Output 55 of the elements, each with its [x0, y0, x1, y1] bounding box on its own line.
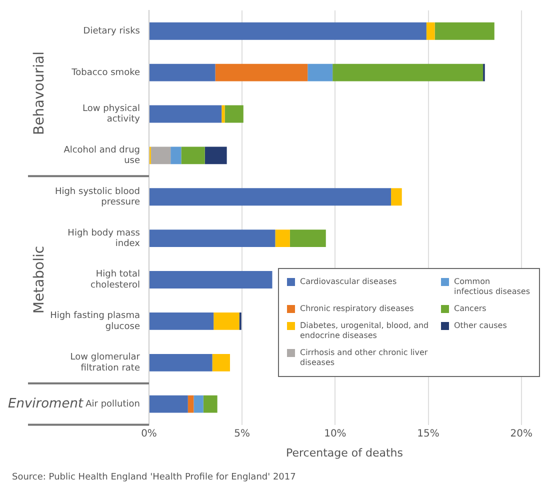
bar	[150, 312, 214, 330]
bar	[332, 64, 484, 82]
x-tick-label: 5%	[234, 428, 250, 440]
bar	[224, 105, 244, 123]
bar	[150, 146, 171, 164]
bar	[188, 395, 194, 413]
bar	[203, 395, 218, 413]
bar	[150, 230, 276, 248]
bar	[150, 188, 392, 206]
text: Behavourial	[32, 52, 48, 136]
bar	[194, 395, 204, 413]
bar	[214, 312, 240, 330]
y-tick-label: High systolic blood pressure	[54, 186, 140, 208]
legend-label: Chronic respiratory diseases	[300, 304, 414, 314]
bar	[434, 22, 494, 40]
y-tick-label: Air pollution	[86, 399, 140, 410]
bar	[222, 105, 225, 123]
bar	[150, 22, 426, 40]
source-note: Source: Public Health England 'Health Profile for England' 2017	[12, 472, 296, 482]
bar	[170, 146, 182, 164]
text: Metabolic	[32, 246, 48, 314]
legend-label: Cirrhosis and other chronic liver diseases	[300, 348, 429, 368]
legend-label: Diabetes, urogenital, blood, and endocrine diseases	[300, 321, 430, 341]
bar	[150, 354, 212, 372]
bar	[181, 146, 205, 164]
bar	[275, 230, 290, 248]
y-tick-label: Low glomerular filtration rate	[70, 352, 140, 374]
bar	[150, 395, 188, 413]
legend-label: Cancers	[454, 304, 486, 314]
legend-label: Other causes	[454, 321, 507, 331]
bar	[391, 188, 402, 206]
bar	[308, 64, 333, 82]
y-tick-label: High total cholesterol	[90, 270, 140, 291]
legend-label: Cardiovascular diseases	[300, 277, 397, 287]
legend-label: Common infectious diseases	[454, 277, 531, 297]
bar	[150, 105, 222, 123]
y-tick-label: Alcohol and drug use	[64, 145, 140, 166]
y-tick-label: Dietary risks	[83, 26, 140, 36]
y-tick-label: High fasting plasma glucose	[50, 311, 140, 332]
x-tick-label: 20%	[510, 428, 532, 440]
x-tick-label: 10%	[324, 428, 346, 440]
bar	[290, 230, 326, 248]
bar	[150, 64, 216, 82]
y-tick-label: Low physical activity	[82, 104, 141, 125]
y-tick-label: High body mass index	[68, 228, 141, 250]
text: Enviroment	[8, 396, 84, 412]
bar	[212, 354, 230, 372]
bar	[150, 271, 272, 288]
bar	[204, 146, 227, 164]
x-tick-label: 15%	[417, 428, 440, 440]
bar	[215, 64, 308, 82]
bar	[426, 22, 435, 40]
y-tick-label: Tobacco smoke	[70, 68, 140, 78]
x-tick-label: 0%	[141, 428, 157, 440]
x-axis-title: Percentage of deaths	[286, 446, 404, 460]
